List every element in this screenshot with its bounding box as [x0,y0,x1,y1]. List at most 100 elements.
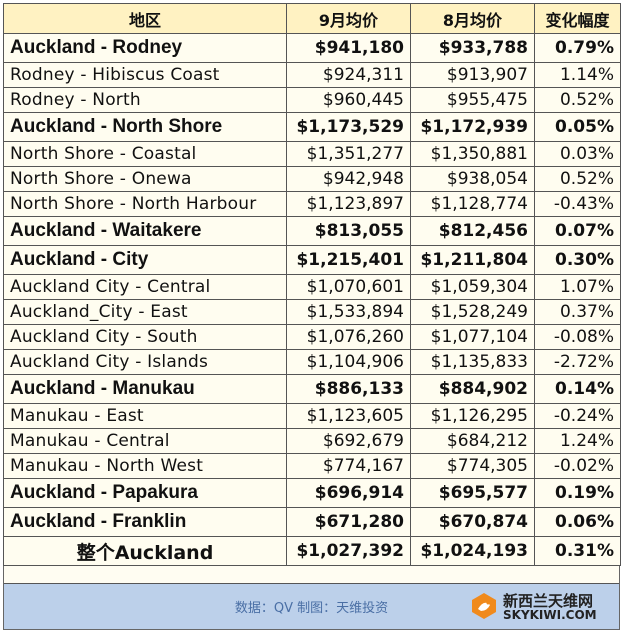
change-cell: 1.07% [534,274,621,300]
sep-price-cell: $960,445 [286,87,411,113]
footer-bar: 数据：QV 制图：天维投资 新西兰天维网 SKYKIWI.COM [4,583,619,629]
region-cell: Auckland - Papakura [3,478,287,508]
table-row: Auckland - North Shore $1,173,529 $1,172,9… [3,112,621,142]
header-region: 地区 [3,3,287,34]
table-row: Auckland_City - East $1,533,894 $1,528,249… [3,299,621,325]
sep-price-cell: $1,173,529 [286,112,411,142]
table-row: Auckland City - South $1,076,260 $1,077,10… [3,324,621,350]
aug-price-cell: $684,212 [410,428,535,454]
region-cell: Auckland - North Shore [3,112,287,142]
region-cell: Auckland - Rodney [3,33,287,63]
change-cell: 0.14% [534,374,621,404]
aug-price-cell: $670,874 [410,507,535,537]
sep-price-cell: $1,123,897 [286,191,411,217]
change-cell: -0.02% [534,453,621,479]
aug-price-cell: $812,456 [410,216,535,246]
source-credit: 数据：QV 制图：天维投资 [234,601,389,616]
change-cell: 0.30% [534,245,621,275]
table-row: Auckland - Franklin $671,280 $670,874 0.06% [3,507,621,537]
table-row: 整个Auckland $1,027,392 $1,024,193 0.31% [3,536,621,566]
change-cell: -2.72% [534,349,621,375]
table-row: Auckland City - Islands $1,104,906 $1,135,… [3,349,621,375]
region-cell: Rodney - Hibiscus Coast [3,62,287,88]
region-cell: North Shore - Onewa [3,166,287,192]
change-cell: 0.52% [534,87,621,113]
region-cell: North Shore - North Harbour [3,191,287,217]
sep-price-cell: $941,180 [286,33,411,63]
aug-price-cell: $884,902 [410,374,535,404]
price-table: 地区 9月均价 8月均价 变化幅度 Auckland - Rodney $941,… [3,3,621,566]
logo-english-name: SKYKIWI.COM [503,608,597,622]
table-row: Manukau - East $1,123,605 $1,126,295 -0.24% [3,403,621,429]
sep-price-cell: $886,133 [286,374,411,404]
sep-price-cell: $1,076,260 [286,324,411,350]
logo-chinese-name: 新西兰天维网 [503,592,594,610]
aug-price-cell: $1,211,804 [410,245,535,275]
change-cell: 0.05% [534,112,621,142]
change-cell: 1.14% [534,62,621,88]
region-cell: Auckland - City [3,245,287,275]
table-row: North Shore - North Harbour $1,123,897 $1,… [3,191,621,217]
table-row: Manukau - Central $692,679 $684,212 1.24% [3,428,621,454]
sep-price-cell: $1,123,605 [286,403,411,429]
table-row: North Shore - Onewa $942,948 $938,054 0.52% [3,166,621,192]
sep-price-cell: $813,055 [286,216,411,246]
sep-price-cell: $696,914 [286,478,411,508]
region-cell: Auckland - Franklin [3,507,287,537]
aug-price-cell: $1,135,833 [410,349,535,375]
aug-price-cell: $913,907 [410,62,535,88]
change-cell: 1.24% [534,428,621,454]
region-cell: Auckland City - Islands [3,349,287,375]
aug-price-cell: $933,788 [410,33,535,63]
change-cell: 0.37% [534,299,621,325]
table-header-row: 地区 9月均价 8月均价 变化幅度 [3,3,621,34]
change-cell: -0.43% [534,191,621,217]
aug-price-cell: $1,172,939 [410,112,535,142]
change-cell: 0.79% [534,33,621,63]
region-cell: Auckland_City - East [3,299,287,325]
table-row: Auckland - City $1,215,401 $1,211,804 0.30% [3,245,621,275]
table-row: Auckland - Rodney $941,180 $933,788 0.79% [3,33,621,63]
change-cell: -0.08% [534,324,621,350]
table-row: Rodney - North $960,445 $955,475 0.52% [3,87,621,113]
change-cell: 0.06% [534,507,621,537]
change-cell: 0.31% [534,536,621,566]
table-row: Auckland - Papakura $696,914 $695,577 0.19% [3,478,621,508]
aug-price-cell: $1,350,881 [410,141,535,167]
region-cell: Auckland City - Central [3,274,287,300]
change-cell: -0.24% [534,403,621,429]
header-change: 变化幅度 [534,3,621,34]
change-cell: 0.19% [534,478,621,508]
aug-price-cell: $1,024,193 [410,536,535,566]
table-body: Auckland - Rodney $941,180 $933,788 0.79% Ro… [3,33,621,566]
sep-price-cell: $1,533,894 [286,299,411,325]
table-row: Auckland City - Central $1,070,601 $1,059,… [3,274,621,300]
sep-price-cell: $692,679 [286,428,411,454]
table-row: Rodney - Hibiscus Coast $924,311 $913,907 1… [3,62,621,88]
sep-price-cell: $924,311 [286,62,411,88]
sep-price-cell: $1,104,906 [286,349,411,375]
table-row: Manukau - North West $774,167 $774,305 -0.0… [3,453,621,479]
table-row: North Shore - Coastal $1,351,277 $1,350,88… [3,141,621,167]
region-cell: Auckland City - South [3,324,287,350]
header-aug-price: 8月均价 [410,3,535,34]
aug-price-cell: $938,054 [410,166,535,192]
region-cell: North Shore - Coastal [3,141,287,167]
aug-price-cell: $1,077,104 [410,324,535,350]
sep-price-cell: $774,167 [286,453,411,479]
table-row: Auckland - Manukau $886,133 $884,902 0.14% [3,374,621,404]
change-cell: 0.03% [534,141,621,167]
price-table-sheet: 地区 9月均价 8月均价 变化幅度 Auckland - Rodney $941,… [3,3,621,630]
region-cell: Auckland - Waitakere [3,216,287,246]
region-cell: Rodney - North [3,87,287,113]
aug-price-cell: $1,059,304 [410,274,535,300]
aug-price-cell: $695,577 [410,478,535,508]
table-row: Auckland - Waitakere $813,055 $812,456 0.07… [3,216,621,246]
aug-price-cell: $1,128,774 [410,191,535,217]
aug-price-cell: $955,475 [410,87,535,113]
aug-price-cell: $1,126,295 [410,403,535,429]
region-cell: Manukau - Central [3,428,287,454]
sep-price-cell: $1,070,601 [286,274,411,300]
region-cell: Manukau - North West [3,453,287,479]
aug-price-cell: $774,305 [410,453,535,479]
